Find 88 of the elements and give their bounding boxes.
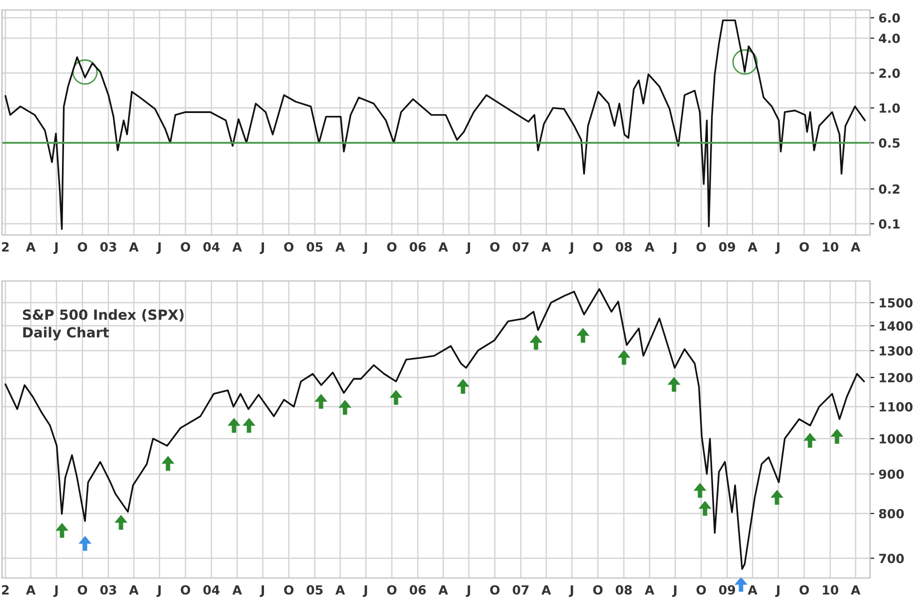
x-tick-label: 10 (822, 585, 838, 595)
x-tick-label: 09 (719, 242, 736, 252)
y-tick-label: 6.0 (879, 13, 900, 23)
x-tick-label: A (26, 242, 36, 252)
x-tick-label: O (180, 585, 190, 595)
x-tick-label: J (362, 242, 368, 254)
x-tick-label: A (541, 242, 552, 252)
x-tick-label: 05 (306, 585, 323, 595)
x-tick-label: A (644, 585, 654, 594)
y-tick-label: 0.2 (878, 184, 900, 194)
x-tick-label: 2 (2, 242, 9, 252)
x-tick-label: J (466, 242, 470, 254)
x-tick-label: J (775, 242, 780, 254)
x-tick-label: 07 (512, 242, 529, 252)
x-tick-label: J (775, 585, 780, 597)
line-series (4, 288, 865, 570)
y-tick-label: 700 (879, 554, 904, 564)
x-tick-label: O (387, 585, 397, 595)
x-tick-label: J (466, 585, 470, 597)
x-tick-label: J (362, 585, 368, 597)
x-tick-label: O (593, 242, 603, 252)
x-tick-label: 03 (100, 585, 116, 595)
x-tick-label: O (696, 242, 706, 252)
y-tick-label: 1300 (880, 346, 913, 356)
x-tick-label: 06 (410, 585, 426, 595)
y-tick-label: 1200 (880, 372, 913, 382)
y-tick-label: 900 (878, 469, 904, 479)
x-tick-label: J (260, 242, 264, 254)
line-series (4, 20, 866, 230)
y-tick-label: 2.0 (879, 68, 900, 78)
x-tick-label: A (438, 242, 448, 252)
y-tick-label: 0.1 (878, 219, 900, 229)
x-tick-label: O (800, 242, 809, 252)
text: Daily Chart (23, 326, 109, 340)
x-tick-label: 2 (2, 585, 9, 594)
x-tick-label: J (568, 585, 574, 597)
x-tick-label: J (156, 242, 161, 254)
x-tick-label: A (644, 242, 654, 252)
x-tick-label: O (696, 585, 706, 595)
x-tick-label: O (490, 242, 500, 252)
x-tick-label: O (490, 585, 500, 595)
x-tick-label: A (335, 242, 345, 252)
x-tick-label: A (748, 585, 758, 594)
x-tick-label: J (672, 585, 676, 597)
x-tick-label: 07 (512, 585, 529, 595)
x-tick-label: A (850, 585, 860, 594)
x-tick-label: J (672, 242, 676, 254)
x-tick-label: J (53, 242, 58, 254)
x-tick-label: 10 (822, 242, 838, 252)
x-tick-label: 08 (616, 585, 632, 595)
y-tick-label: 1400 (880, 321, 913, 331)
x-tick-label: A (232, 585, 242, 594)
y-tick-label: 1500 (880, 298, 913, 308)
x-tick-label: J (568, 242, 574, 254)
x-tick-label: A (850, 242, 860, 252)
x-tick-label: A (438, 585, 448, 594)
x-tick-label: 08 (616, 242, 632, 252)
text: S&P 500 Index (SPX) (22, 309, 184, 322)
x-tick-label: A (748, 242, 758, 252)
x-tick-label: O (284, 585, 294, 595)
y-tick-label: 800 (879, 508, 904, 518)
x-tick-label: A (26, 585, 36, 594)
y-tick-label: 1.0 (880, 103, 900, 113)
x-tick-label: J (53, 585, 58, 597)
x-tick-label: A (129, 242, 139, 252)
x-tick-label: 06 (410, 242, 426, 252)
x-tick-label: 04 (203, 242, 220, 252)
x-tick-label: O (180, 242, 190, 252)
y-tick-label: 0.5 (878, 138, 900, 148)
x-tick-label: J (260, 585, 264, 597)
y-tick-label: 1100 (880, 402, 913, 412)
x-tick-label: J (156, 585, 161, 597)
x-tick-label: 04 (203, 585, 220, 595)
x-tick-label: 09 (719, 585, 736, 595)
y-tick-label: 1000 (880, 434, 913, 444)
x-tick-label: O (800, 585, 809, 595)
x-tick-label: O (284, 242, 294, 252)
x-tick-label: O (593, 585, 603, 595)
x-tick-label: O (78, 242, 88, 252)
x-tick-label: A (129, 585, 139, 594)
x-tick-label: A (232, 242, 242, 252)
x-tick-label: O (78, 585, 88, 595)
y-tick-label: 4.0 (878, 34, 900, 44)
x-tick-label: 03 (100, 242, 116, 252)
x-tick-label: A (335, 585, 345, 594)
x-tick-label: A (541, 585, 552, 594)
x-tick-label: 05 (306, 242, 323, 252)
x-tick-label: O (387, 242, 397, 252)
